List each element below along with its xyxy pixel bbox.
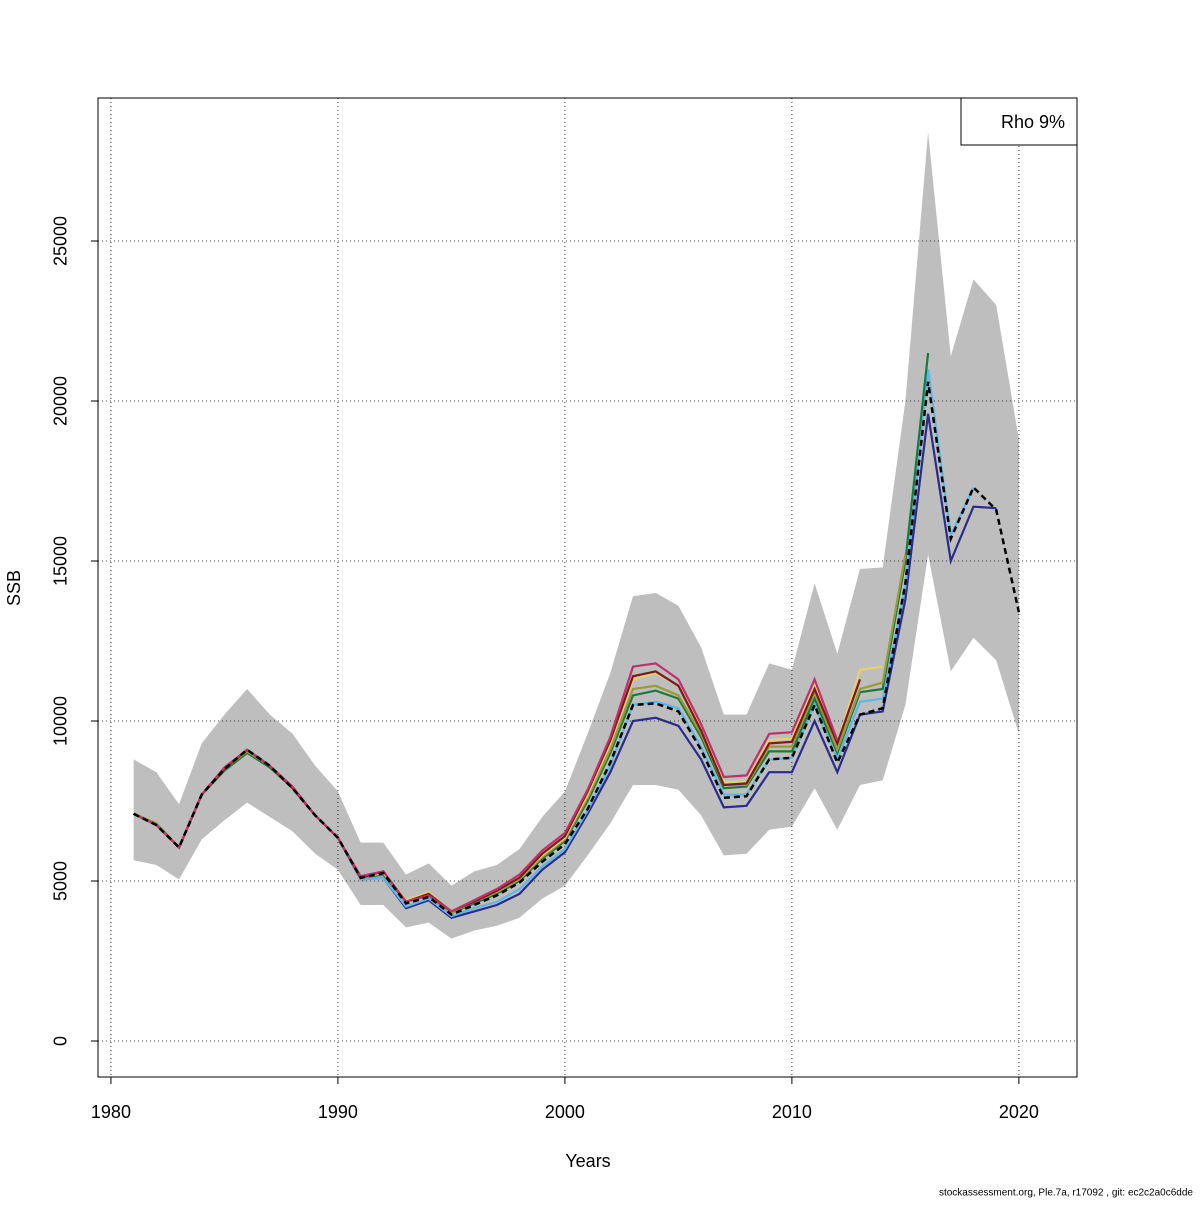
legend-text: Rho 9% [1001, 112, 1065, 132]
series-line [133, 381, 1021, 917]
legend-box [960, 97, 1078, 146]
y-tick-label: 15000 [51, 536, 71, 586]
x-tick-label: 2020 [999, 1102, 1039, 1122]
footnote: stockassessment.org, Ple.7a, r17092 , gi… [939, 1188, 1193, 1199]
y-tick-label: 25000 [51, 216, 71, 266]
x-tick-label: 1990 [318, 1102, 358, 1122]
series-line [133, 352, 930, 915]
x-tick-label: 1980 [91, 1102, 131, 1122]
y-axis-label: SSB [4, 570, 24, 606]
y-tick-label: 20000 [51, 376, 71, 426]
plot-frame [97, 97, 1078, 1078]
x-tick-label: 2010 [772, 1102, 812, 1122]
x-tick-label: 2000 [545, 1102, 585, 1122]
y-tick-label: 0 [51, 1036, 71, 1046]
y-tick-label: 5000 [51, 861, 71, 901]
y-tick-label: 10000 [51, 696, 71, 746]
x-axis-label: Years [565, 1151, 610, 1171]
